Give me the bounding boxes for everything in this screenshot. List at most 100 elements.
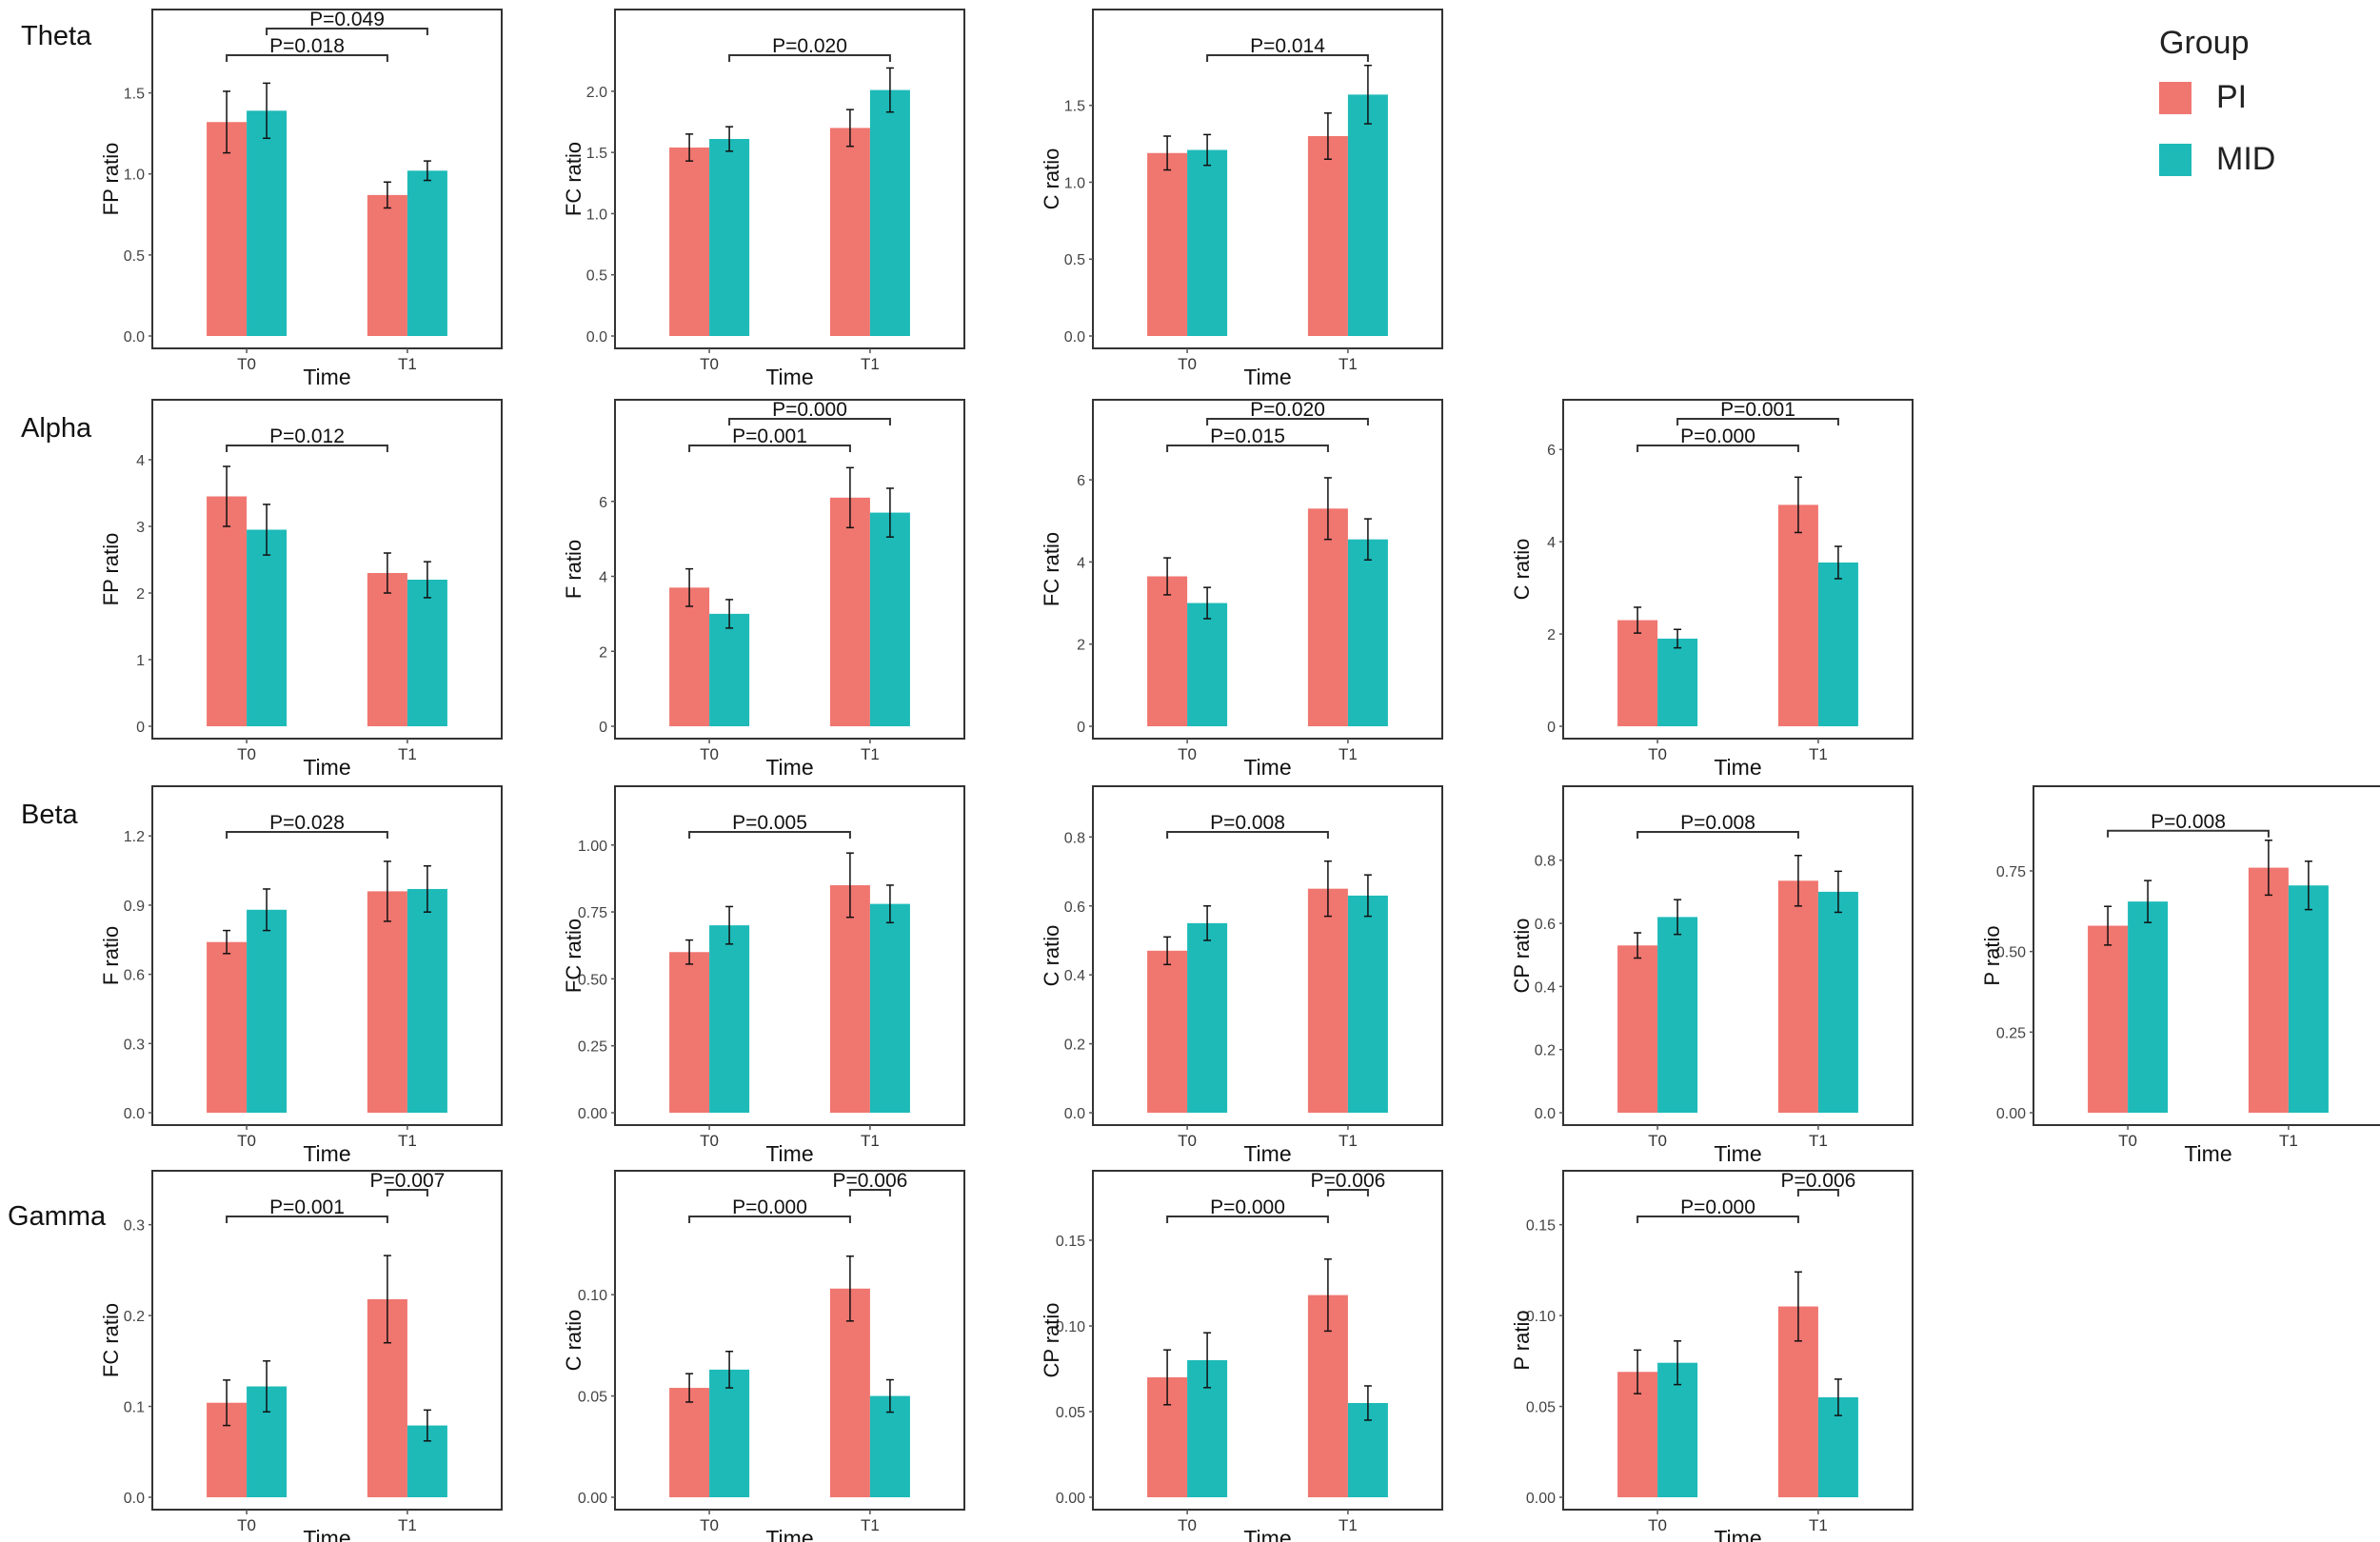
y-tick-label: 0.0 bbox=[1064, 329, 1085, 346]
chart-beta-10: 0.0 0.2 0.4 0.6 0.8 CP ratio T0 T1 Time P=0.008 bbox=[1497, 784, 1934, 1166]
x-tick-label: T0 bbox=[237, 745, 256, 763]
x-tick-label: T1 bbox=[861, 355, 880, 373]
bar-mid-t1 bbox=[869, 903, 910, 1113]
significance-bracket bbox=[1166, 1216, 1329, 1223]
significance-bracket bbox=[688, 445, 851, 452]
x-axis-label: Time bbox=[765, 1141, 813, 1166]
plot-frame bbox=[1562, 1170, 1914, 1511]
y-tick-label: 2 bbox=[1077, 638, 1085, 654]
p-value-label: P=0.020 bbox=[772, 35, 847, 57]
bar-pi-t0 bbox=[207, 941, 248, 1113]
p-value-label: P=0.015 bbox=[1210, 425, 1285, 447]
y-axis-label: F ratio bbox=[562, 540, 585, 599]
p-value-label: P=0.008 bbox=[1210, 812, 1285, 834]
significance-bracket bbox=[226, 54, 388, 62]
x-tick-label: T0 bbox=[1648, 745, 1667, 763]
x-tick-label: T0 bbox=[700, 355, 719, 373]
chart-svg: 0.0 0.5 1.0 1.5 C ratio T0 T1 Time P=0.014 bbox=[1040, 9, 1443, 389]
significance-bracket bbox=[688, 1216, 851, 1223]
y-tick-label: 1.00 bbox=[578, 839, 607, 855]
bar-pi-t1 bbox=[1307, 508, 1348, 726]
bar-mid-t0 bbox=[709, 139, 750, 336]
y-tick-label: 0.5 bbox=[1064, 252, 1085, 268]
chart-gamma-15: 0.00 0.05 0.10 0.15 P ratio T0 T1 Time P=0.000 P=… bbox=[1497, 1169, 1934, 1542]
x-axis-label: Time bbox=[2184, 1141, 2231, 1166]
p-value-label: P=0.001 bbox=[1720, 399, 1795, 421]
bar-mid-t1 bbox=[1817, 891, 1858, 1113]
x-tick-label: T0 bbox=[1648, 1132, 1667, 1150]
y-tick-label: 0.2 bbox=[1064, 1038, 1085, 1054]
bar-pi-t1 bbox=[367, 194, 407, 336]
x-tick-label: T0 bbox=[700, 1516, 719, 1534]
bar-pi-t0 bbox=[1147, 950, 1188, 1113]
y-tick-label: 0 bbox=[599, 720, 607, 736]
chart-alpha-4: 0 2 4 6 F ratio T0 T1 Time P=0.001 P=0.000 bbox=[548, 398, 986, 780]
y-tick-label: 1.0 bbox=[586, 207, 607, 223]
bar-pi-t1 bbox=[367, 573, 407, 726]
y-tick-label: 0.15 bbox=[1056, 1234, 1085, 1250]
chart-svg: 0.0 0.2 0.4 0.6 0.8 C ratio T0 T1 Time P=0.008 bbox=[1040, 785, 1443, 1166]
y-tick-label: 4 bbox=[136, 453, 145, 469]
chart-svg: 0.0 0.1 0.2 0.3 FC ratio T0 T1 Time P=0.001 P=0.0… bbox=[99, 1170, 503, 1542]
x-tick-label: T1 bbox=[398, 1132, 417, 1150]
chart-gamma-12: 0.0 0.1 0.2 0.3 FC ratio T0 T1 Time P=0.001 P=0.0… bbox=[86, 1169, 524, 1542]
x-tick-label: T1 bbox=[398, 1516, 417, 1534]
y-axis-label: FC ratio bbox=[562, 142, 585, 216]
plot-frame bbox=[1092, 9, 1443, 349]
legend-title: Group bbox=[2159, 25, 2250, 61]
x-tick-label: T0 bbox=[1648, 1516, 1667, 1534]
plot-frame bbox=[614, 399, 965, 740]
p-value-label: P=0.000 bbox=[772, 399, 847, 421]
p-value-label: P=0.008 bbox=[2151, 811, 2226, 833]
bar-pi-t1 bbox=[1777, 880, 1818, 1113]
y-tick-label: 0.3 bbox=[124, 1218, 145, 1235]
plot-frame bbox=[151, 785, 503, 1126]
chart-beta-11: 0.00 0.25 0.50 0.75 P ratio T0 T1 Time P=0.008 bbox=[1967, 784, 2380, 1166]
bar-pi-t1 bbox=[367, 891, 407, 1113]
bar-mid-t0 bbox=[247, 909, 288, 1113]
chart-alpha-3: 0 1 2 3 4 FP ratio T0 T1 Time P=0.012 bbox=[86, 398, 524, 780]
y-tick-label: 1.5 bbox=[124, 87, 145, 103]
x-axis-label: Time bbox=[1714, 1141, 1761, 1166]
p-value-label: P=0.001 bbox=[269, 1196, 345, 1218]
chart-svg: 0.0 0.3 0.6 0.9 1.2 F ratio T0 T1 Time P=0.028 bbox=[99, 785, 503, 1166]
y-axis-label: FC ratio bbox=[562, 919, 585, 993]
y-tick-label: 0.15 bbox=[1526, 1218, 1556, 1235]
p-value-label: P=0.014 bbox=[1250, 35, 1325, 57]
y-tick-label: 2 bbox=[599, 644, 607, 661]
y-tick-label: 0.2 bbox=[1535, 1043, 1556, 1059]
p-value-label: P=0.049 bbox=[309, 9, 385, 30]
y-tick-label: 0.50 bbox=[1996, 945, 2026, 961]
bar-pi-t1 bbox=[829, 884, 870, 1113]
x-axis-label: Time bbox=[303, 365, 350, 389]
significance-bracket bbox=[1206, 418, 1369, 425]
plot-frame bbox=[1562, 399, 1914, 740]
significance-bracket bbox=[688, 831, 851, 839]
chart-svg: 0.00 0.25 0.50 0.75 1.00 FC ratio T0 T1 Time P=0.… bbox=[562, 785, 965, 1166]
y-axis-label: C ratio bbox=[1040, 925, 1063, 987]
x-tick-label: T1 bbox=[1809, 1132, 1828, 1150]
bar-mid-t0 bbox=[709, 925, 750, 1113]
y-tick-label: 0.10 bbox=[1526, 1309, 1556, 1325]
bar-pi-t1 bbox=[829, 1288, 870, 1497]
y-tick-label: 6 bbox=[599, 495, 607, 511]
legend-item-mid: MID bbox=[2159, 141, 2275, 178]
chart-svg: 0 2 4 6 F ratio T0 T1 Time P=0.001 P=0.000 bbox=[562, 399, 965, 780]
y-axis-label: P ratio bbox=[1510, 1310, 1534, 1370]
bar-pi-t0 bbox=[669, 1388, 710, 1497]
x-axis-label: Time bbox=[303, 1526, 350, 1542]
x-tick-label: T0 bbox=[700, 745, 719, 763]
bar-mid-t1 bbox=[1347, 895, 1388, 1113]
chart-alpha-6: 0 2 4 6 C ratio T0 T1 Time P=0.000 P=0.001 bbox=[1497, 398, 1934, 780]
p-value-label: P=0.005 bbox=[732, 812, 807, 834]
y-tick-label: 0.9 bbox=[124, 899, 145, 915]
chart-gamma-14: 0.00 0.05 0.10 0.15 CP ratio T0 T1 Time P=0.000 P… bbox=[1026, 1169, 1464, 1542]
y-tick-label: 0 bbox=[1077, 720, 1085, 736]
y-tick-label: 0.10 bbox=[578, 1288, 607, 1304]
chart-svg: 0 2 4 6 FC ratio T0 T1 Time P=0.015 P=0.020 bbox=[1040, 399, 1443, 780]
y-tick-label: 0.0 bbox=[1064, 1106, 1085, 1122]
y-tick-label: 0.6 bbox=[124, 968, 145, 984]
p-value-label: P=0.006 bbox=[832, 1170, 907, 1192]
x-axis-label: Time bbox=[1243, 1526, 1291, 1542]
plot-frame bbox=[614, 9, 965, 349]
